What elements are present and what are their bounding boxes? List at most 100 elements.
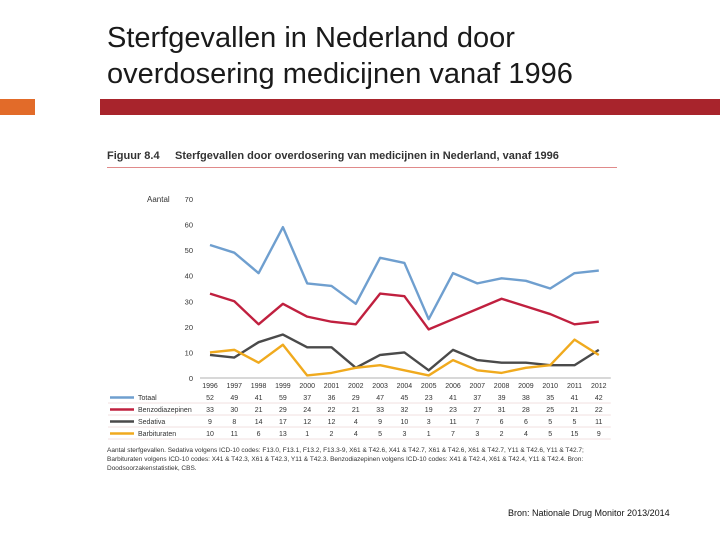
series-line-benzodiazepinen bbox=[209, 292, 599, 331]
table-cell: 15 bbox=[571, 431, 579, 438]
table-cell: 17 bbox=[279, 419, 287, 426]
table-cell: 11 bbox=[595, 419, 602, 426]
table-cell: 7 bbox=[451, 431, 455, 438]
table-cell: 5 bbox=[573, 419, 577, 426]
slide-title-line-1: Sterfgevallen in Nederland door bbox=[107, 22, 515, 54]
table-cell: 1 bbox=[305, 431, 309, 438]
title-rule-bar bbox=[100, 99, 720, 115]
table-cell: 10 bbox=[206, 431, 214, 438]
x-tick-label: 2005 bbox=[421, 383, 437, 390]
legend-label: Sedativa bbox=[138, 419, 165, 426]
x-tick-label: 2011 bbox=[567, 383, 582, 390]
table-cell: 22 bbox=[328, 407, 336, 414]
table-cell: 33 bbox=[376, 407, 384, 414]
figure-title: Sterfgevallen door overdosering van medi… bbox=[175, 150, 559, 162]
figure-footnote: Aantal sterfgevallen. Sedativa volgens I… bbox=[107, 447, 584, 472]
series-line-barbituraten bbox=[209, 338, 600, 377]
table-cell: 41 bbox=[255, 395, 263, 402]
y-tick-label: 30 bbox=[185, 297, 193, 306]
table-cell: 28 bbox=[522, 407, 530, 414]
table-cell: 6 bbox=[500, 419, 504, 426]
x-tick-label: 2012 bbox=[591, 383, 607, 390]
series-line-totaal bbox=[209, 225, 599, 321]
x-tick-label: 2006 bbox=[445, 383, 461, 390]
y-tick-label: 60 bbox=[185, 221, 193, 230]
x-tick-label: 2002 bbox=[348, 383, 364, 390]
table-cell: 38 bbox=[522, 395, 530, 402]
accent-bar bbox=[0, 99, 35, 115]
table-cell: 47 bbox=[376, 395, 384, 402]
table-cell: 2 bbox=[500, 431, 504, 438]
legend-label: Barbituraten bbox=[138, 431, 176, 438]
x-tick-label: 1996 bbox=[202, 383, 218, 390]
table-cell: 9 bbox=[208, 419, 212, 426]
table-cell: 25 bbox=[546, 407, 554, 414]
table-cell: 10 bbox=[401, 419, 409, 426]
series-line-sedativa bbox=[209, 333, 600, 372]
table-cell: 3 bbox=[427, 419, 431, 426]
x-tick-label: 2001 bbox=[324, 383, 340, 390]
table-cell: 27 bbox=[473, 407, 481, 414]
x-tick-label: 2007 bbox=[470, 383, 486, 390]
table-cell: 5 bbox=[378, 431, 382, 438]
table-cell: 5 bbox=[548, 419, 552, 426]
table-cell: 29 bbox=[352, 395, 360, 402]
table-cell: 35 bbox=[546, 395, 554, 402]
x-tick-label: 1997 bbox=[227, 383, 243, 390]
table-cell: 59 bbox=[279, 395, 287, 402]
table-cell: 23 bbox=[449, 407, 457, 414]
table-cell: 21 bbox=[352, 407, 360, 414]
legend-label: Benzodiazepinen bbox=[138, 407, 192, 414]
slide-title-line-2: overdosering medicijnen vanaf 1996 bbox=[107, 58, 573, 90]
x-tick-label: 2008 bbox=[494, 383, 510, 390]
y-tick-label: 50 bbox=[185, 246, 193, 255]
table-cell: 32 bbox=[401, 407, 409, 414]
table-cell: 12 bbox=[303, 419, 311, 426]
table-cell: 9 bbox=[378, 419, 382, 426]
y-axis-label: Aantal bbox=[147, 195, 170, 204]
table-cell: 41 bbox=[449, 395, 457, 402]
x-tick-label: 2004 bbox=[397, 383, 413, 390]
table-cell: 14 bbox=[255, 419, 263, 426]
source-credit: Bron: Nationale Drug Monitor 2013/2014 bbox=[508, 508, 670, 518]
y-tick-label: 20 bbox=[185, 323, 193, 332]
table-cell: 6 bbox=[524, 419, 528, 426]
legend-label: Totaal bbox=[138, 395, 157, 402]
table-cell: 21 bbox=[255, 407, 263, 414]
table-cell: 30 bbox=[230, 407, 238, 414]
table-cell: 3 bbox=[402, 431, 406, 438]
table-cell: 7 bbox=[475, 419, 479, 426]
x-tick-label: 2003 bbox=[372, 383, 388, 390]
table-cell: 4 bbox=[524, 431, 528, 438]
table-cell: 24 bbox=[303, 407, 311, 414]
table-cell: 37 bbox=[303, 395, 311, 402]
table-cell: 2 bbox=[330, 431, 334, 438]
table-cell: 12 bbox=[328, 419, 336, 426]
table-cell: 37 bbox=[473, 395, 481, 402]
y-tick-label: 0 bbox=[189, 374, 193, 383]
table-cell: 52 bbox=[206, 395, 214, 402]
y-tick-label: 70 bbox=[185, 195, 193, 204]
table-cell: 9 bbox=[597, 431, 601, 438]
table-cell: 23 bbox=[425, 395, 433, 402]
table-cell: 31 bbox=[498, 407, 506, 414]
table-cell: 13 bbox=[279, 431, 287, 438]
figure-title-rule bbox=[107, 167, 617, 168]
table-cell: 41 bbox=[571, 395, 579, 402]
table-cell: 4 bbox=[354, 419, 358, 426]
x-tick-label: 2009 bbox=[518, 383, 534, 390]
table-cell: 39 bbox=[498, 395, 506, 402]
table-cell: 22 bbox=[595, 407, 603, 414]
table-cell: 33 bbox=[206, 407, 214, 414]
y-tick-label: 10 bbox=[185, 348, 193, 357]
table-cell: 8 bbox=[232, 419, 236, 426]
table-cell: 49 bbox=[230, 395, 238, 402]
x-tick-label: 1999 bbox=[275, 383, 291, 390]
y-tick-label: 40 bbox=[185, 272, 193, 281]
table-cell: 42 bbox=[595, 395, 603, 402]
x-tick-label: 1998 bbox=[251, 383, 267, 390]
table-cell: 3 bbox=[475, 431, 479, 438]
table-cell: 36 bbox=[328, 395, 336, 402]
table-cell: 4 bbox=[354, 431, 358, 438]
